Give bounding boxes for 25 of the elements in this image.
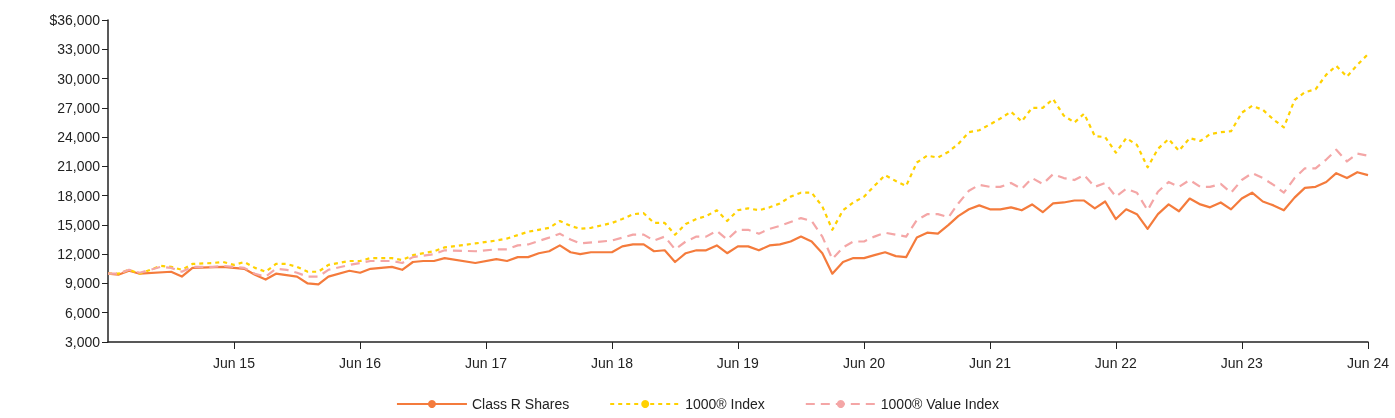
y-tick-label: 24,000 xyxy=(57,129,101,146)
x-tick-label: Jun 22 xyxy=(1094,355,1138,371)
y-tick-label: $36,000 xyxy=(49,12,101,28)
y-tick-label: 9,000 xyxy=(64,275,101,292)
x-tick-label: Jun 18 xyxy=(590,355,634,371)
x-tick-label: Jun 21 xyxy=(968,355,1012,371)
x-tick-label: Jun 20 xyxy=(843,355,886,371)
x-tick-label: Jun 23 xyxy=(1220,355,1263,371)
y-tick-label: 30,000 xyxy=(57,70,101,87)
y-tick-label: 6,000 xyxy=(64,304,101,321)
x-tick-label: Jun 16 xyxy=(339,355,382,371)
y-tick-label: 27,000 xyxy=(57,99,101,116)
legend-label: 1000® Value Index xyxy=(880,396,1000,412)
y-tick-label: 18,000 xyxy=(57,187,101,204)
legend-label: 1000® Index xyxy=(685,396,765,412)
x-tick-label: Jun 19 xyxy=(716,355,760,371)
x-tick-label: Jun 17 xyxy=(465,355,508,371)
y-tick-label: 15,000 xyxy=(57,216,101,233)
legend-label: Class R Shares xyxy=(471,396,570,412)
y-tick-label: 12,000 xyxy=(57,246,101,263)
y-tick-label: 33,000 xyxy=(57,41,101,58)
x-tick-label: Jun 24 xyxy=(1346,355,1390,371)
x-tick-label: Jun 15 xyxy=(212,355,256,371)
y-tick-label: 3,000 xyxy=(64,334,101,350)
y-tick-label: 21,000 xyxy=(57,158,101,175)
